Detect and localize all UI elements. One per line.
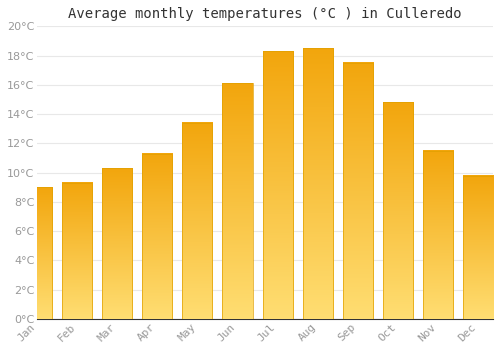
Bar bbox=[383, 102, 413, 319]
Title: Average monthly temperatures (°C ) in Culleredo: Average monthly temperatures (°C ) in Cu… bbox=[68, 7, 462, 21]
Bar bbox=[262, 51, 292, 319]
Bar bbox=[302, 48, 332, 319]
Bar bbox=[102, 168, 132, 319]
Bar bbox=[342, 63, 373, 319]
Bar bbox=[222, 83, 252, 319]
Bar bbox=[62, 183, 92, 319]
Bar bbox=[142, 154, 172, 319]
Bar bbox=[182, 123, 212, 319]
Bar bbox=[463, 175, 493, 319]
Bar bbox=[423, 150, 453, 319]
Bar bbox=[22, 187, 52, 319]
